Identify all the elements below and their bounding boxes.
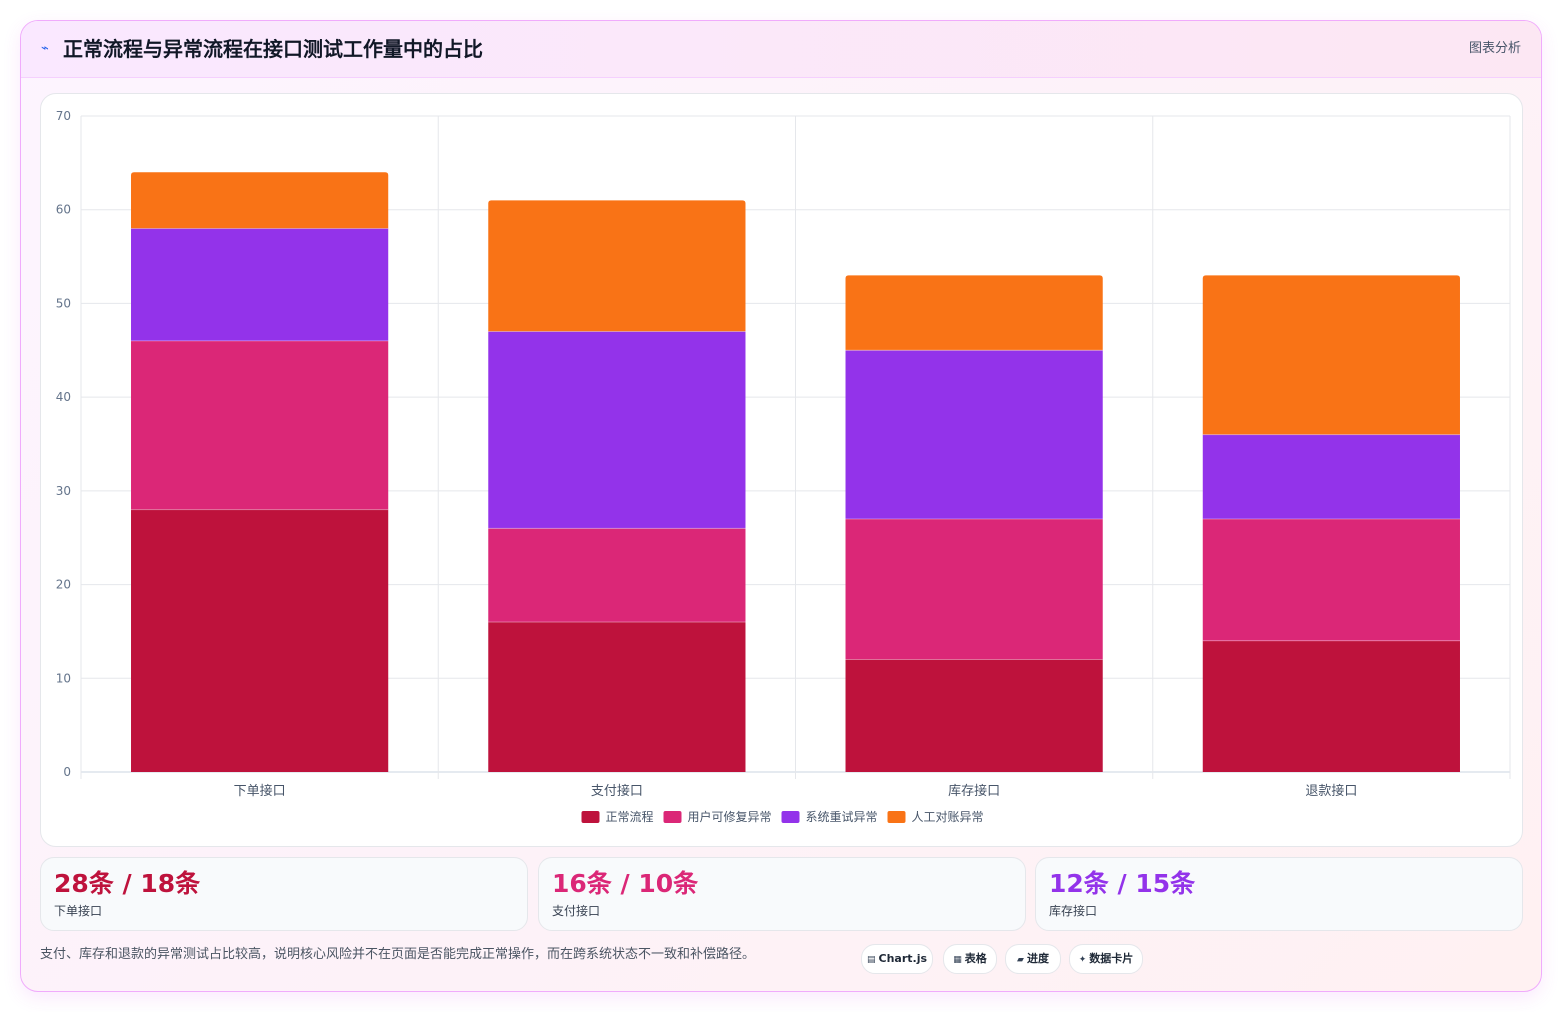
stat-label: 库存接口 — [1049, 904, 1098, 918]
stat-value: 16条 / 10条 — [552, 869, 699, 898]
chip-data-card[interactable]: ✦ 数据卡片 — [1069, 944, 1143, 974]
legend-swatch — [663, 811, 682, 823]
bar-segment — [845, 275, 1103, 351]
progress-icon: ▰ — [1017, 955, 1024, 965]
stat-label: 支付接口 — [552, 904, 601, 918]
chip-label: 表格 — [964, 952, 987, 965]
stat-card-order: 28条 / 18条 下单接口 — [40, 857, 528, 931]
y-tick-label: 30 — [56, 484, 71, 498]
chip-progress[interactable]: ▰ 进度 — [1005, 944, 1061, 974]
bar-segment — [1202, 640, 1460, 772]
y-tick-label: 50 — [56, 296, 71, 310]
x-tick-label: 支付接口 — [591, 783, 643, 799]
bar-segment — [1202, 275, 1460, 435]
chip-chartjs[interactable]: ▤ Chart.js — [861, 944, 933, 974]
bar-segment — [845, 659, 1103, 772]
stat-card-payment: 16条 / 10条 支付接口 — [538, 857, 1026, 931]
y-tick-label: 60 — [56, 203, 71, 217]
chip-table[interactable]: ▦ 表格 — [943, 944, 997, 974]
bar-segment — [1202, 434, 1460, 519]
bar-segment — [488, 528, 746, 623]
x-tick-label: 下单接口 — [234, 783, 286, 799]
chart-card: ⌁ 正常流程与异常流程在接口测试工作量中的占比 图表分析 0 10 20 30 40 50… — [20, 20, 1542, 992]
chip-label: Chart.js — [878, 952, 928, 965]
stat-value: 28条 / 18条 — [54, 869, 201, 898]
stat-value: 12条 / 15条 — [1049, 869, 1196, 898]
bar-segment — [488, 331, 746, 529]
chip-label: 进度 — [1026, 952, 1049, 965]
legend-label: 人工对账异常 — [912, 810, 984, 824]
table-icon: ▦ — [953, 955, 962, 965]
chart-title: 正常流程与异常流程在接口测试工作量中的占比 — [63, 37, 483, 61]
bar-segment — [488, 200, 746, 332]
data-card-icon: ✦ — [1078, 955, 1087, 965]
summary-note: 支付、库存和退款的异常测试占比较高，说明核心风险并不在页面是否能完成正常操作，而… — [40, 947, 756, 962]
stats-row: 28条 / 18条 下单接口 16条 / 10条 支付接口 12条 / 15条 … — [40, 857, 1523, 931]
bar-segment — [131, 509, 389, 772]
x-tick-label: 退款接口 — [1305, 783, 1357, 799]
bar-segment — [845, 350, 1103, 519]
legend-label: 系统重试异常 — [806, 809, 878, 824]
chart-panel: 0 10 20 30 40 50 60 70 下单接口 支付接口 库存接口 退款接口正常流程 用户可修复… — [40, 93, 1523, 847]
chip-label: 数据卡片 — [1089, 952, 1134, 965]
bar-segment — [131, 340, 389, 510]
legend-label: 正常流程 — [606, 809, 654, 824]
chart-analysis-tag: 图表分析 — [1468, 41, 1521, 56]
line-chart-icon: ⌁ — [41, 41, 49, 56]
bar-segment — [1202, 518, 1460, 641]
chart-js-icon: ▤ — [866, 955, 876, 965]
legend-label: 用户可修复异常 — [688, 809, 772, 824]
y-tick-label: 40 — [56, 390, 71, 404]
legend-swatch — [887, 811, 906, 823]
bar-segment — [845, 518, 1103, 660]
stat-label: 下单接口 — [54, 904, 103, 918]
y-tick-label: 70 — [56, 109, 71, 123]
y-tick-label: 0 — [63, 765, 71, 779]
legend-swatch — [781, 811, 800, 823]
x-tick-label: 库存接口 — [948, 783, 1000, 799]
stat-card-inventory: 12条 / 15条 库存接口 — [1035, 857, 1523, 931]
y-tick-label: 20 — [56, 578, 71, 592]
legend-swatch — [581, 811, 600, 823]
bar-segment — [488, 622, 746, 772]
y-tick-label: 10 — [56, 671, 71, 685]
bar-segment — [131, 172, 389, 229]
card-header: ⌁ 正常流程与异常流程在接口测试工作量中的占比 图表分析 — [21, 21, 1541, 78]
bar-segment — [131, 228, 389, 341]
